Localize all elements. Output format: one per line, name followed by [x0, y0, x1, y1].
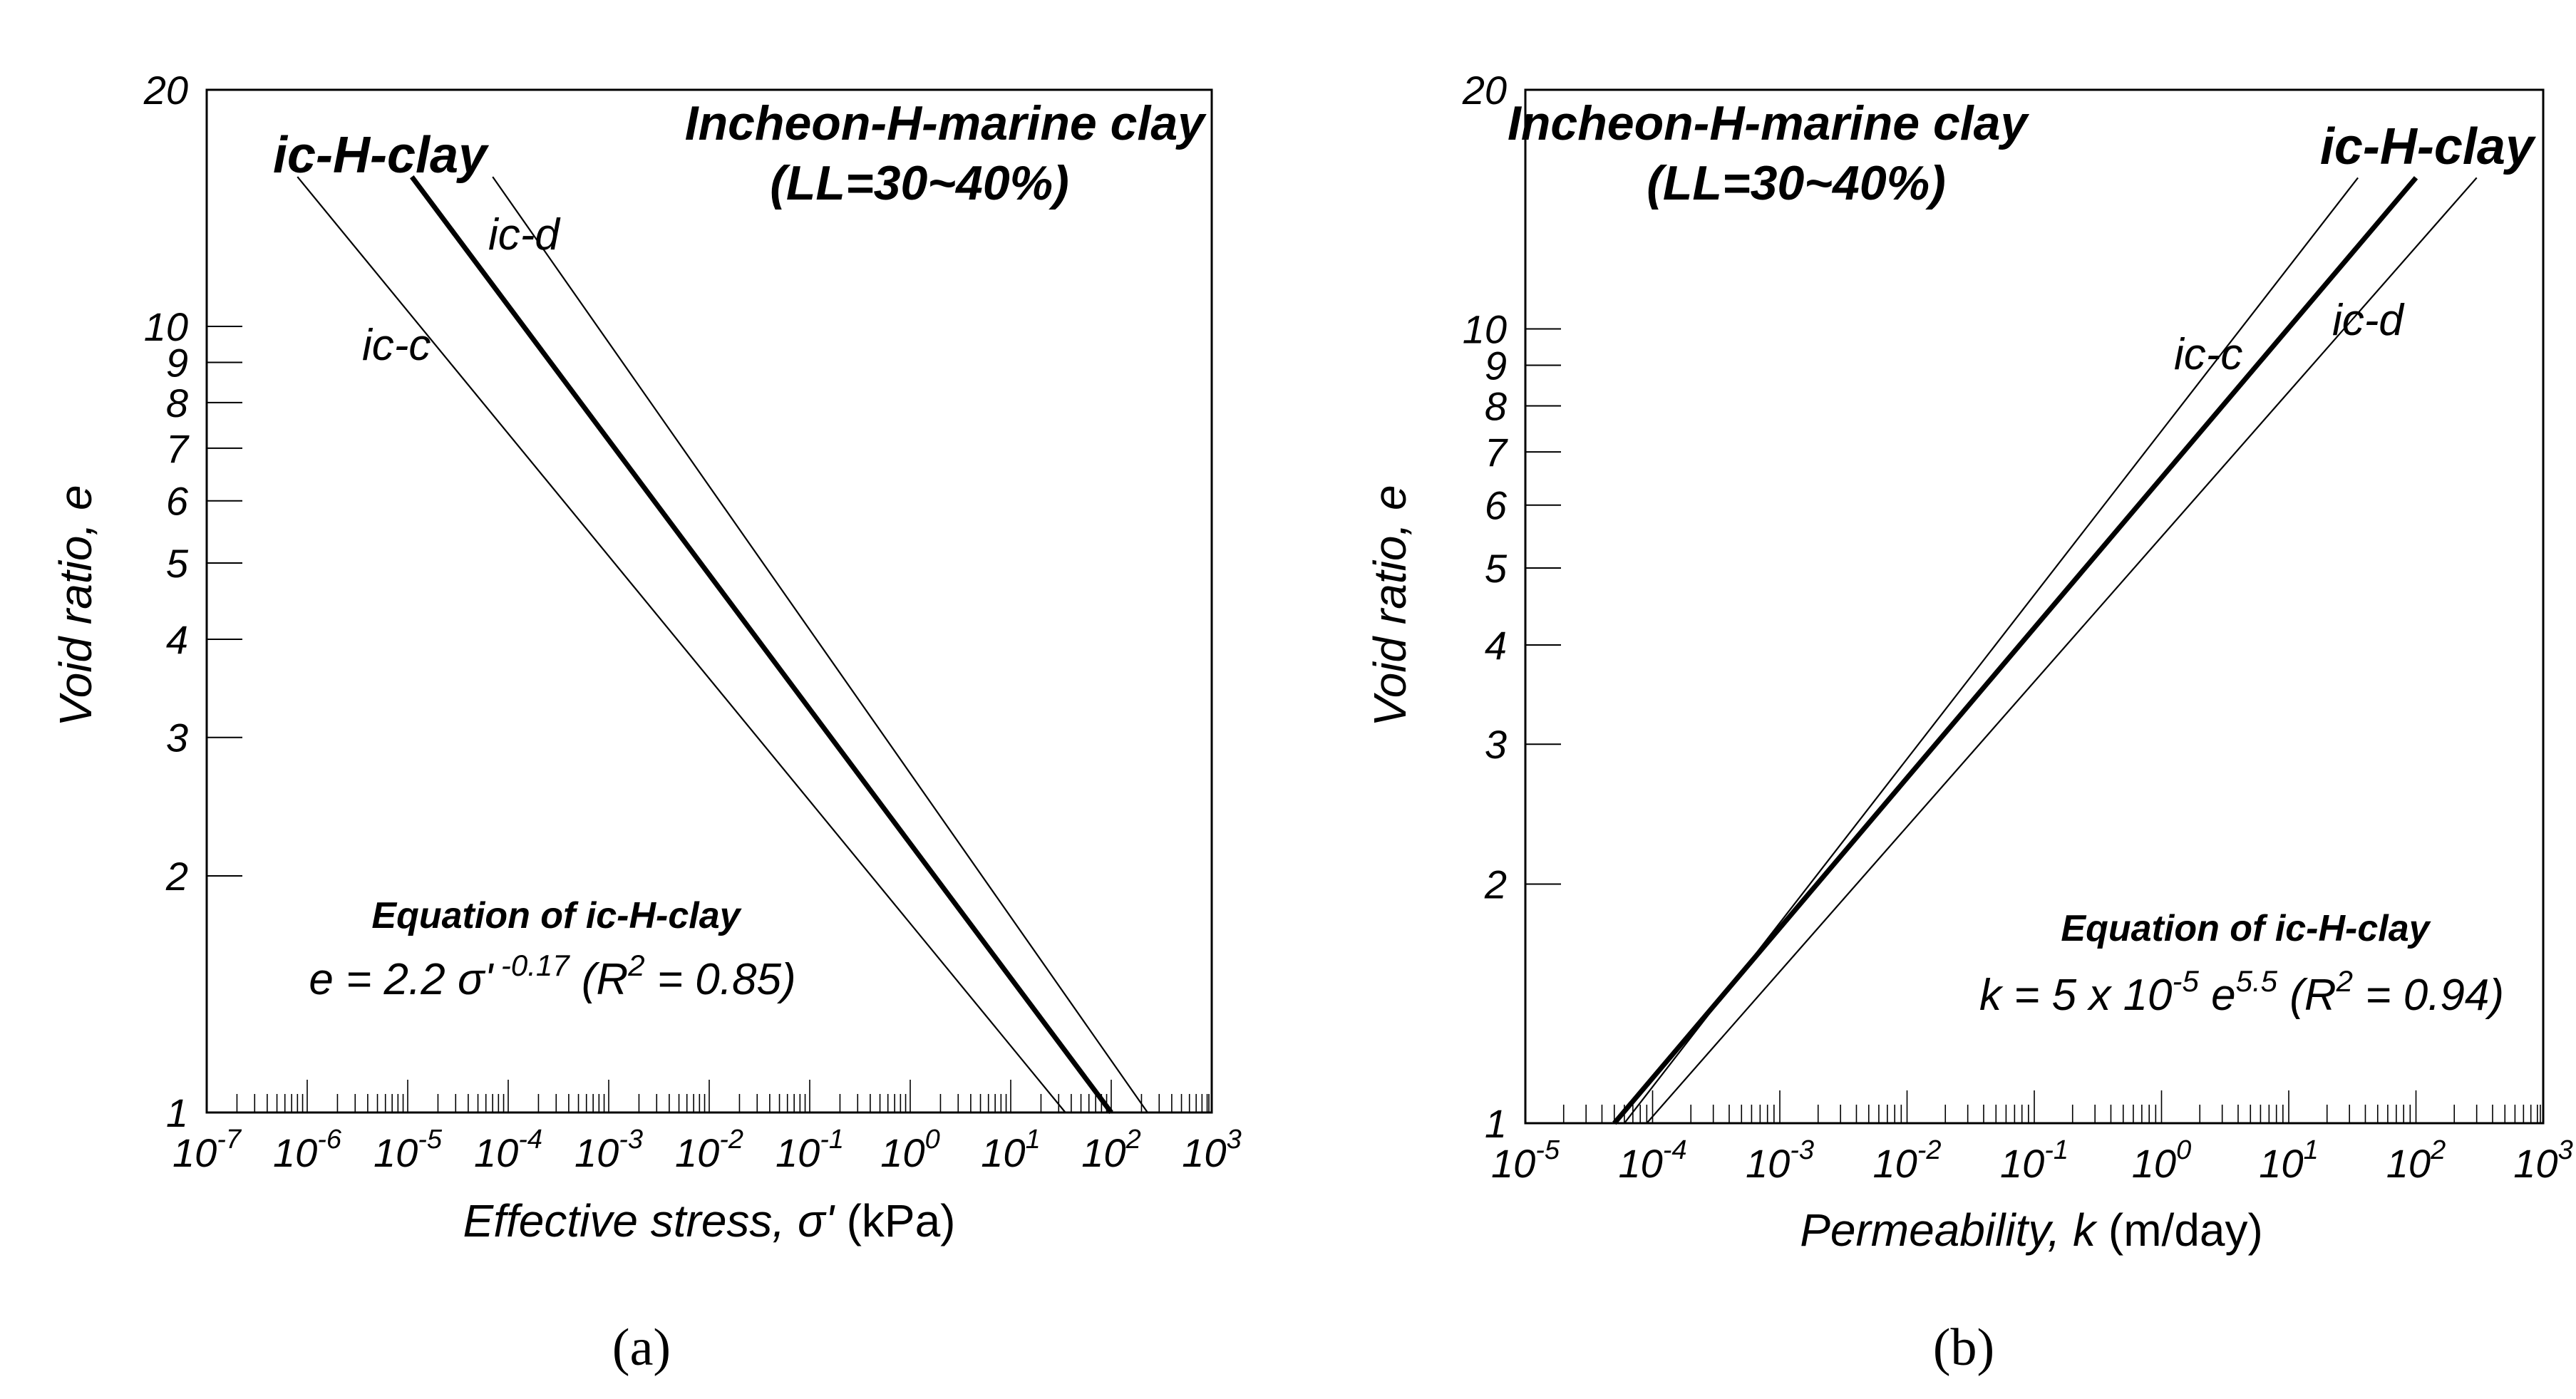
- y-ticks-b: [1525, 328, 1561, 885]
- x-tick-label: 101: [981, 1125, 1040, 1175]
- x-tick-label: 100: [2132, 1135, 2191, 1186]
- x-tick-label: 10-5: [1491, 1135, 1560, 1186]
- y-tick-label: 4: [1485, 623, 1507, 668]
- x-tick-label: 10-2: [1872, 1135, 1941, 1186]
- equation-a: e = 2.2 σ' -0.17 (R2 = 0.85): [309, 949, 795, 1004]
- series-label-ic-d-a: ic-d: [488, 210, 561, 259]
- x-tick-label: 103: [2513, 1135, 2572, 1186]
- x-tick-label: 10-2: [675, 1125, 743, 1175]
- x-axis-title-b: Permeability, k (m/day): [1800, 1204, 2263, 1256]
- y-tick-label: 2: [165, 854, 188, 899]
- equation-b: k = 5 x 10-5 e5.5 (R2 = 0.94): [1979, 964, 2504, 1020]
- x-tick-label: 10-4: [1618, 1135, 1686, 1186]
- y-tick-label: 9: [166, 340, 188, 385]
- x-tick-label: 101: [2259, 1135, 2318, 1186]
- y-tick-label: 10: [144, 304, 188, 349]
- y-tick-label: 7: [166, 426, 190, 471]
- panel-caption-b: (b): [1933, 1318, 1994, 1377]
- plot-area-b: [1524, 88, 2545, 1125]
- y-tick-label: 3: [166, 716, 188, 760]
- x-axis-title-a: Effective stress, σ' (kPa): [463, 1195, 956, 1246]
- x-tick-label: 10-3: [1746, 1135, 1814, 1186]
- x-tick-label: 102: [1081, 1125, 1140, 1175]
- series-line-ic-d-b: [1646, 177, 2478, 1124]
- x-tick-label: 10-7: [172, 1125, 242, 1175]
- series-line-ic-d-a: [492, 176, 1148, 1113]
- y-tick-label: 20: [1462, 68, 1507, 113]
- title-b-line2: (LL=30~40%): [1647, 156, 1946, 210]
- y-tick-label: 10: [1463, 306, 1507, 351]
- x-tick-labels-a: 10-7 10-6 10-5 10-4 10-3 10-2 10-1 100 101 102 103: [172, 1125, 1242, 1175]
- series-line-ic-c-a: [297, 176, 1066, 1113]
- x-tick-label: 10-3: [575, 1125, 643, 1175]
- x-ticks-a: [236, 1080, 1210, 1113]
- y-tick-label: 7: [1485, 430, 1508, 475]
- y-tick-label: 6: [166, 479, 189, 524]
- y-tick-label: 2: [1484, 862, 1507, 907]
- x-ticks-b: [1562, 1090, 2541, 1123]
- y-ticks-a: [207, 326, 242, 877]
- equation-title-a: Equation of ic-H-clay: [371, 895, 742, 936]
- x-tick-label: 103: [1182, 1125, 1241, 1175]
- series-group-b: [1612, 176, 2478, 1125]
- y-tick-label: 1: [166, 1090, 188, 1135]
- y-tick-label: 3: [1485, 722, 1507, 767]
- x-tick-label: 102: [2386, 1135, 2446, 1186]
- x-tick-labels-b: 10-5 10-4 10-3 10-2 10-1 100 101 102 103: [1491, 1135, 2573, 1186]
- y-tick-label: 6: [1485, 483, 1508, 528]
- x-tick-label: 10-1: [2000, 1135, 2068, 1186]
- title-a-line2: (LL=30~40%): [770, 156, 1069, 210]
- title-b-line1: Incheon-H-marine clay: [1508, 96, 2029, 150]
- series-label-ic-h-clay-a: ic-H-clay: [273, 127, 490, 184]
- y-tick-label: 1: [1485, 1101, 1507, 1146]
- y-tick-label: 8: [166, 381, 188, 425]
- series-label-ic-c-a: ic-c: [362, 321, 431, 370]
- x-tick-label: 10-6: [273, 1125, 342, 1175]
- y-tick-label: 5: [166, 541, 189, 586]
- series-label-ic-d-b: ic-d: [2332, 296, 2405, 345]
- equation-title-b: Equation of ic-H-clay: [2061, 908, 2431, 949]
- y-tick-label: 5: [1485, 546, 1508, 591]
- series-line-ic-c-b: [1624, 177, 2359, 1124]
- series-label-ic-h-clay-b: ic-H-clay: [2320, 118, 2537, 175]
- y-tick-label: 9: [1485, 343, 1507, 388]
- y-tick-label: 20: [143, 68, 188, 113]
- series-label-ic-c-b: ic-c: [2174, 330, 2242, 379]
- y-tick-label: 4: [166, 617, 188, 662]
- x-tick-label: 10-4: [474, 1125, 542, 1175]
- panel-caption-a: (a): [612, 1318, 671, 1377]
- x-tick-label: 10-5: [373, 1125, 443, 1175]
- x-tick-label: 100: [880, 1125, 939, 1175]
- y-axis-title-b: Void ratio, e: [1364, 485, 1416, 726]
- title-a-line1: Incheon-H-marine clay: [685, 96, 1207, 150]
- y-axis-title-a: Void ratio, e: [50, 485, 101, 726]
- series-group-a: [297, 175, 1148, 1115]
- series-line-ic-h-clay-b: [1612, 176, 2418, 1125]
- y-tick-label: 8: [1485, 384, 1507, 429]
- series-line-ic-h-clay-a: [409, 175, 1113, 1115]
- x-tick-label: 10-1: [776, 1125, 844, 1175]
